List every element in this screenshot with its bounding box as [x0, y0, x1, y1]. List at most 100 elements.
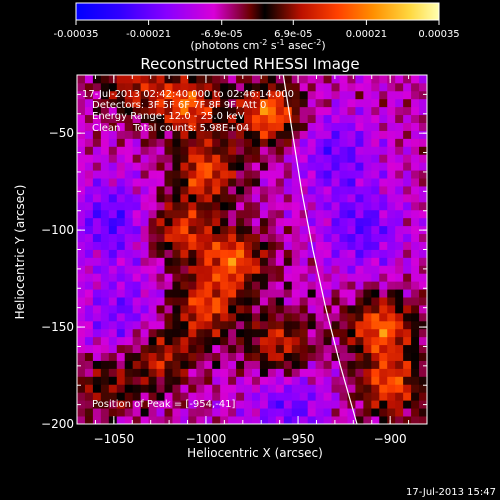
heatmap-cell	[116, 146, 126, 155]
heatmap-cell	[387, 360, 396, 369]
heatmap-cell	[108, 297, 118, 306]
heatmap-cell	[379, 98, 388, 108]
heatmap-cell	[275, 138, 285, 147]
heatmap-cell	[283, 170, 293, 179]
heatmap-cell	[387, 289, 396, 298]
heatmap-cell	[100, 384, 110, 393]
heatmap-cell	[307, 265, 317, 274]
heatmap-cell	[267, 106, 277, 116]
heatmap-cell	[180, 281, 189, 290]
heatmap-cell	[347, 138, 356, 147]
heatmap-cell	[188, 336, 197, 346]
heatmap-cell	[228, 352, 237, 361]
heatmap-cell	[267, 82, 277, 92]
heatmap-cell	[156, 249, 165, 258]
heatmap-cell	[244, 241, 253, 250]
heatmap-cell	[419, 178, 428, 187]
heatmap-cell	[140, 186, 149, 195]
heatmap-cell	[379, 162, 388, 171]
heatmap-cell	[307, 352, 317, 361]
heatmap-cell	[204, 114, 213, 123]
heatmap-cell	[387, 90, 396, 100]
heatmap-cell	[196, 154, 205, 163]
heatmap-cell	[172, 297, 181, 306]
heatmap-cell	[124, 249, 134, 258]
heatmap-cell	[220, 312, 229, 322]
heatmap-cell	[116, 138, 126, 147]
heatmap-cell	[244, 376, 253, 385]
heatmap-cell	[331, 376, 340, 385]
heatmap-cell	[92, 146, 102, 155]
heatmap-cell	[403, 352, 412, 361]
heatmap-cell	[379, 193, 388, 203]
heatmap-cell	[323, 162, 332, 171]
heatmap-cell	[379, 186, 388, 195]
heatmap-cell	[244, 312, 253, 322]
heatmap-cell	[403, 408, 412, 417]
heatmap-cell	[77, 408, 86, 417]
heatmap-cell	[291, 257, 301, 266]
heatmap-cell	[403, 114, 412, 123]
heatmap-cell	[419, 75, 428, 84]
heatmap-cell	[188, 360, 197, 369]
heatmap-cell	[180, 90, 189, 100]
heatmap-cell	[204, 82, 213, 92]
heatmap-cell	[252, 82, 261, 92]
heatmap-cell	[172, 368, 181, 377]
heatmap-cell	[259, 122, 269, 131]
heatmap-cell	[259, 75, 269, 84]
heatmap-cell	[411, 122, 420, 131]
heatmap-cell	[283, 408, 293, 417]
heatmap-cell	[100, 122, 110, 131]
heatmap-cell	[140, 368, 149, 377]
heatmap-cell	[228, 217, 237, 227]
heatmap-cell	[84, 233, 94, 242]
heatmap-cell	[411, 384, 420, 393]
heatmap-cell	[395, 90, 404, 100]
heatmap-cell	[124, 336, 134, 346]
heatmap-cell	[283, 281, 293, 290]
heatmap-cell	[411, 178, 420, 187]
heatmap-cell	[315, 90, 324, 100]
heatmap-cell	[164, 233, 173, 242]
heatmap-cell	[347, 376, 356, 385]
heatmap-cell	[220, 265, 229, 274]
heatmap-cell	[419, 82, 428, 92]
heatmap-cell	[108, 241, 118, 250]
heatmap-cell	[403, 225, 412, 235]
heatmap-cell	[291, 336, 301, 346]
heatmap-cell	[347, 106, 356, 116]
heatmap-cell	[92, 305, 102, 314]
x-tick-label: −950	[282, 432, 315, 446]
heatmap-cell	[84, 98, 94, 108]
heatmap-cell	[212, 328, 221, 338]
heatmap-cell	[244, 289, 253, 298]
heatmap-cell	[116, 257, 126, 266]
heatmap-cell	[283, 289, 293, 298]
heatmap-cell	[77, 265, 86, 274]
heatmap-cell	[267, 289, 277, 298]
heatmap-cell	[100, 233, 110, 242]
heatmap-cell	[371, 281, 380, 290]
heatmap-cell	[148, 154, 157, 163]
heatmap-cell	[283, 75, 293, 84]
heatmap-cell	[228, 209, 237, 219]
heatmap-cell	[204, 416, 213, 425]
heatmap-cell	[220, 384, 229, 393]
heatmap-cell	[371, 154, 380, 163]
heatmap-cell	[228, 265, 237, 274]
heatmap-cell	[148, 209, 157, 219]
heatmap-cell	[148, 416, 157, 425]
heatmap-cell	[108, 82, 118, 92]
heatmap-cell	[403, 170, 412, 179]
heatmap-cell	[244, 193, 253, 203]
heatmap-cell	[395, 201, 404, 211]
heatmap-cell	[387, 368, 396, 377]
heatmap-cell	[212, 90, 221, 100]
heatmap-cell	[220, 328, 229, 338]
heatmap-cell	[92, 130, 102, 139]
heatmap-cell	[180, 249, 189, 258]
annotations: 17-Jul-2013 02:42:40.000 to 02:46:14.000…	[82, 89, 294, 410]
heatmap-cell	[323, 344, 332, 354]
heatmap-cell	[108, 305, 118, 314]
